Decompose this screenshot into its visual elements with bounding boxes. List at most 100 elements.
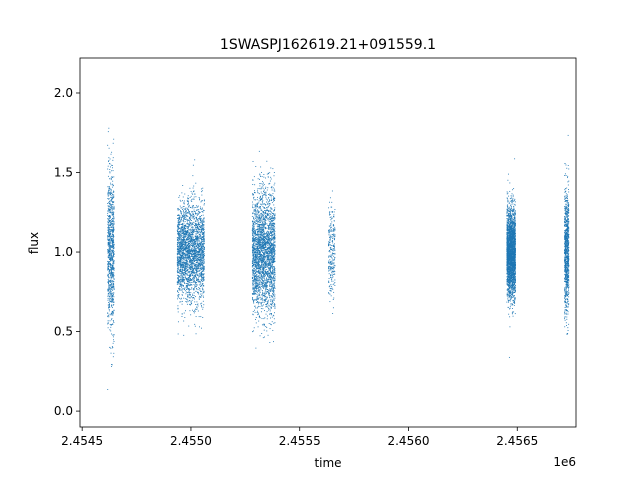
data-point bbox=[180, 297, 182, 299]
data-point bbox=[111, 239, 113, 241]
data-point bbox=[203, 242, 205, 244]
data-point bbox=[191, 242, 193, 244]
data-point bbox=[271, 238, 273, 240]
data-point bbox=[112, 281, 114, 283]
data-point bbox=[198, 269, 200, 271]
data-point bbox=[200, 273, 202, 275]
data-point bbox=[180, 241, 182, 242]
data-point bbox=[110, 222, 111, 224]
data-point bbox=[269, 253, 271, 254]
data-point bbox=[109, 329, 111, 331]
data-point bbox=[193, 246, 195, 248]
data-point bbox=[264, 232, 266, 234]
data-point bbox=[183, 210, 185, 212]
data-point bbox=[194, 256, 196, 258]
data-point bbox=[183, 312, 185, 314]
data-point bbox=[270, 231, 271, 233]
data-point bbox=[272, 193, 274, 195]
data-point bbox=[253, 276, 255, 278]
data-point bbox=[270, 270, 271, 272]
data-point bbox=[191, 241, 193, 242]
data-point bbox=[259, 272, 261, 274]
data-point bbox=[194, 241, 196, 243]
data-point bbox=[197, 209, 199, 211]
data-point bbox=[188, 240, 190, 242]
data-point bbox=[191, 220, 192, 221]
data-point bbox=[274, 244, 276, 245]
data-point bbox=[201, 208, 203, 210]
data-point bbox=[197, 268, 199, 270]
data-point bbox=[201, 228, 203, 230]
data-point bbox=[181, 248, 183, 250]
data-point bbox=[190, 241, 192, 243]
data-point bbox=[196, 273, 198, 275]
data-point bbox=[179, 242, 181, 244]
data-point bbox=[188, 263, 190, 265]
data-point bbox=[190, 223, 192, 225]
data-point bbox=[180, 258, 182, 260]
data-point bbox=[272, 287, 273, 289]
data-point bbox=[263, 280, 265, 282]
data-point bbox=[107, 213, 109, 215]
data-point bbox=[195, 182, 197, 184]
data-point bbox=[264, 207, 266, 209]
data-point bbox=[196, 225, 198, 227]
data-point bbox=[266, 268, 268, 270]
data-point bbox=[186, 259, 188, 261]
data-point bbox=[191, 223, 193, 225]
data-point bbox=[203, 280, 205, 282]
data-point bbox=[194, 276, 196, 278]
data-point bbox=[109, 252, 111, 253]
data-point bbox=[271, 285, 272, 287]
data-point bbox=[182, 294, 183, 296]
data-point bbox=[178, 248, 180, 249]
data-point bbox=[258, 242, 259, 244]
data-point bbox=[273, 242, 275, 244]
data-point bbox=[187, 251, 189, 253]
data-point bbox=[187, 238, 189, 240]
data-point bbox=[201, 240, 203, 242]
data-point bbox=[111, 264, 113, 266]
data-point bbox=[112, 180, 114, 182]
data-point bbox=[193, 218, 195, 220]
data-point bbox=[182, 265, 184, 267]
data-point bbox=[273, 259, 274, 261]
data-point bbox=[107, 295, 109, 297]
data-point bbox=[203, 256, 205, 258]
data-point bbox=[269, 296, 270, 298]
data-point bbox=[179, 261, 181, 263]
data-point bbox=[191, 226, 192, 228]
data-point bbox=[266, 278, 268, 280]
data-point bbox=[271, 286, 273, 288]
data-point bbox=[111, 229, 112, 231]
data-point bbox=[199, 263, 201, 264]
data-point bbox=[181, 289, 183, 291]
data-point bbox=[188, 291, 190, 293]
data-point bbox=[112, 218, 114, 220]
data-point bbox=[109, 209, 111, 211]
data-point bbox=[202, 317, 204, 318]
data-point bbox=[182, 272, 184, 274]
data-point bbox=[266, 207, 268, 208]
data-point bbox=[112, 284, 114, 286]
data-point bbox=[107, 260, 109, 262]
data-point bbox=[274, 215, 276, 216]
data-point bbox=[189, 240, 191, 242]
data-point bbox=[192, 259, 194, 261]
data-point bbox=[184, 289, 186, 290]
data-point bbox=[110, 255, 112, 257]
data-point bbox=[254, 264, 256, 266]
data-point bbox=[273, 277, 275, 279]
data-point bbox=[201, 225, 203, 227]
data-point bbox=[109, 208, 111, 210]
data-point bbox=[260, 210, 262, 212]
data-point bbox=[181, 220, 183, 222]
data-point bbox=[274, 287, 276, 289]
data-point bbox=[109, 189, 111, 191]
data-point bbox=[202, 240, 204, 242]
data-point bbox=[107, 274, 109, 276]
data-point bbox=[261, 271, 263, 272]
data-point bbox=[108, 302, 110, 304]
data-point bbox=[273, 200, 274, 202]
data-point bbox=[255, 293, 257, 295]
